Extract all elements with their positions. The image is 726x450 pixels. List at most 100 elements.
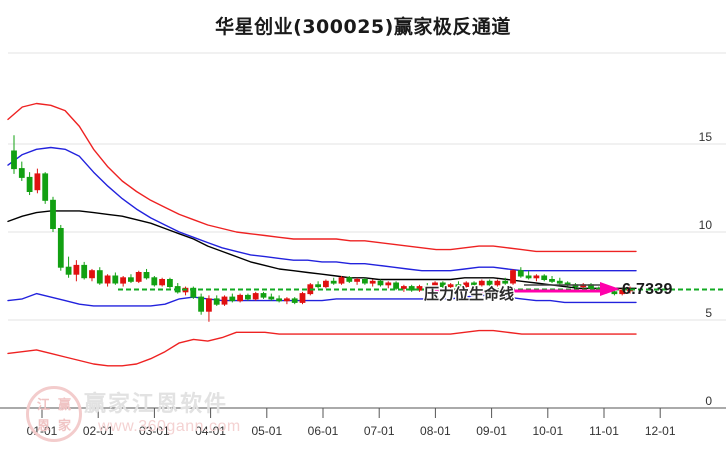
seal-char: 家 [57, 419, 71, 434]
candle-body [34, 173, 41, 191]
candle-body [135, 272, 142, 282]
candle-body [299, 293, 306, 303]
candle-body [502, 280, 509, 284]
x-tick-03-01: 03-01 [139, 424, 170, 438]
x-tick-02-01: 02-01 [82, 424, 114, 438]
candle-body [89, 270, 95, 279]
candle-body [556, 280, 563, 284]
x-tick-05-01: 05-01 [251, 424, 283, 438]
x-tick-04-01: 04-01 [195, 424, 226, 438]
lifeline-annotation: 压力位生命线 [424, 285, 515, 303]
candle-body [471, 282, 477, 286]
seal-char: 赢 [57, 398, 71, 413]
candle-body [159, 279, 165, 286]
candle-body [42, 173, 49, 201]
candle-body [284, 298, 290, 302]
candle-body [213, 298, 220, 305]
candle-body [533, 275, 540, 279]
candle-body [237, 294, 243, 302]
candle-body [494, 280, 501, 286]
candle-body [96, 270, 103, 284]
seal-char: 恩 [36, 419, 50, 434]
y-tick-10: 10 [698, 218, 712, 232]
channel-band-1 [7, 146, 637, 272]
candle-body [455, 284, 462, 288]
candle-body [323, 280, 329, 288]
y-tick-15: 15 [698, 130, 712, 144]
candle-body [549, 279, 555, 282]
candle-body [229, 296, 236, 302]
candle-body [260, 293, 267, 298]
candle-body [11, 150, 17, 170]
seal-char: 江 [36, 398, 50, 413]
candle-body [478, 280, 485, 286]
candle-body [385, 282, 392, 286]
candle-body [276, 298, 283, 302]
x-tick-10-01: 10-01 [532, 424, 564, 438]
candle-body [510, 270, 516, 284]
candle-body [128, 277, 134, 282]
candle-body [81, 264, 88, 279]
candle-body [354, 279, 361, 282]
candle-body [190, 287, 197, 298]
candle-body [408, 286, 415, 291]
candle-body [362, 279, 368, 284]
candle-body [151, 277, 158, 286]
candle-body [525, 275, 532, 279]
x-tick-07-01: 07-01 [363, 424, 395, 438]
candle-body [18, 168, 25, 178]
page-title: 华星创业(300025)赢家极反通道 [215, 16, 511, 38]
candle-body [198, 296, 204, 312]
candle-body [401, 286, 407, 289]
x-tick-06-01: 06-01 [307, 424, 339, 438]
candle-body [315, 284, 322, 288]
candle-body [432, 282, 438, 289]
current-price-label: 6.7339 [622, 281, 673, 298]
watermark-seal: 江赢恩家 [26, 386, 82, 442]
candle-body [463, 282, 470, 287]
candle-body [206, 298, 212, 312]
candle-body [26, 176, 33, 192]
gridlines [8, 52, 726, 321]
candle-body [112, 275, 119, 284]
candle-body [291, 298, 298, 303]
x-tick-08-01: 08-01 [420, 424, 451, 438]
candle-body [439, 282, 446, 287]
candle-body [143, 272, 150, 279]
candle-body [486, 280, 493, 286]
candle-body [57, 228, 64, 268]
x-tick-09-01: 09-01 [476, 424, 507, 438]
channel-band-4 [7, 329, 637, 367]
channel-band-2 [7, 210, 637, 289]
candle-body [424, 286, 431, 289]
x-tick-12-01: 12-01 [644, 424, 676, 438]
candle-body [252, 293, 259, 300]
candle-body [611, 291, 618, 295]
watermark-brand: 赢家江恩软件 [84, 392, 229, 417]
candle-body [517, 270, 524, 277]
candle-body [268, 296, 275, 300]
candle-body [65, 266, 72, 275]
candle-body [416, 286, 423, 291]
candle-body [245, 294, 251, 300]
candle-body [120, 277, 126, 284]
candle-body [167, 279, 173, 287]
candle-body [393, 282, 400, 289]
candle-body [346, 277, 353, 282]
candle-body [369, 280, 376, 284]
y-tick-5: 5 [705, 306, 712, 320]
y-tick-0: 0 [705, 394, 712, 408]
candle-body [447, 284, 454, 288]
candle-body [541, 275, 548, 280]
x-tick-11-01: 11-01 [589, 424, 619, 438]
candlestick-series [11, 135, 633, 322]
candle-body [377, 280, 384, 286]
price-arrow [430, 282, 620, 296]
channel-band-3 [7, 292, 637, 307]
candle-body [73, 264, 80, 275]
candle-body [221, 296, 228, 305]
candle-body [338, 277, 345, 284]
candle-body [50, 199, 56, 230]
